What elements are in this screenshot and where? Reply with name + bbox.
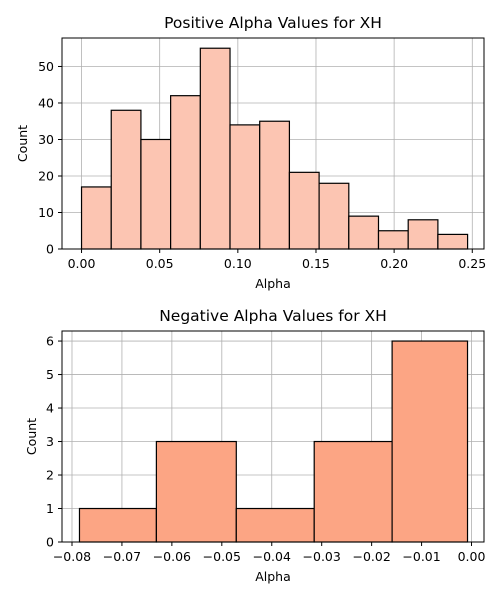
positive-bar — [288, 171, 320, 250]
negative-x-tick-label: −0.03 — [303, 549, 341, 564]
negative-y-tick-label: 3 — [46, 434, 54, 449]
negative-histogram: −0.08 −0.07 −0.06 −0.05 −0.04 −0.03 −0.02 −0.01… — [24, 307, 485, 584]
positive-y-tick-label: 50 — [38, 59, 54, 74]
positive-axes-frame — [61, 37, 485, 250]
negative-chart-title: Negative Alpha Values for XH — [159, 307, 387, 325]
negative-x-tick-label: −0.06 — [153, 549, 191, 564]
negative-axes-frame — [61, 330, 485, 543]
negative-x-tick-label: −0.07 — [103, 549, 141, 564]
positive-x-tick-label: 0.25 — [458, 256, 486, 271]
positive-histogram: 0.00 0.05 0.10 0.15 0.20 0.25 0 10 20 30 40 50 Posit… — [15, 14, 486, 291]
positive-bar — [229, 124, 261, 250]
negative-x-tick-label: −0.02 — [352, 549, 390, 564]
positive-y-tick-label: 0 — [46, 242, 54, 257]
negative-bar — [391, 340, 469, 543]
positive-bar — [170, 95, 201, 250]
negative-x-axis-label: Alpha — [255, 569, 291, 584]
negative-bar — [78, 507, 157, 543]
negative-y-tick-label: 4 — [46, 401, 54, 416]
positive-y-tick-label: 40 — [38, 95, 54, 110]
negative-y-axis-label: Count — [24, 418, 39, 455]
positive-x-axis-label: Alpha — [255, 276, 291, 291]
positive-bar — [110, 109, 142, 250]
negative-x-tick-label: −0.08 — [53, 549, 91, 564]
negative-x-tick-label: −0.04 — [253, 549, 291, 564]
positive-bar — [140, 138, 172, 250]
positive-x-tick-label: 0.20 — [380, 256, 408, 271]
negative-y-tick-label: 2 — [46, 468, 54, 483]
negative-y-tick-label: 5 — [46, 367, 54, 382]
positive-y-axis-label: Count — [15, 125, 30, 162]
positive-bar — [318, 182, 350, 250]
positive-y-tick-label: 10 — [38, 205, 54, 220]
positive-bar — [80, 186, 112, 250]
negative-y-tick-label: 6 — [46, 334, 54, 349]
positive-x-tick-label: 0.00 — [68, 256, 96, 271]
positive-bar — [348, 215, 380, 250]
positive-chart-title: Positive Alpha Values for XH — [164, 14, 382, 32]
negative-y-tick-label: 1 — [46, 501, 54, 516]
positive-bar — [377, 230, 409, 250]
positive-x-tick-label: 0.10 — [224, 256, 252, 271]
positive-bar — [437, 233, 469, 250]
positive-y-tick-label: 20 — [38, 168, 54, 183]
negative-x-tick-label: 0.00 — [458, 549, 486, 564]
positive-x-tick-label: 0.05 — [146, 256, 174, 271]
negative-x-tick-label: −0.05 — [203, 549, 241, 564]
positive-x-tick-label: 0.15 — [302, 256, 330, 271]
positive-y-tick-label: 30 — [38, 132, 54, 147]
negative-y-tick-label: 0 — [46, 535, 54, 550]
negative-bar — [155, 440, 237, 543]
negative-bar — [313, 440, 393, 543]
positive-bar — [259, 120, 291, 250]
negative-bar — [235, 507, 315, 543]
positive-bar — [199, 47, 231, 250]
positive-bar — [407, 219, 439, 250]
negative-x-tick-label: −0.01 — [402, 549, 440, 564]
